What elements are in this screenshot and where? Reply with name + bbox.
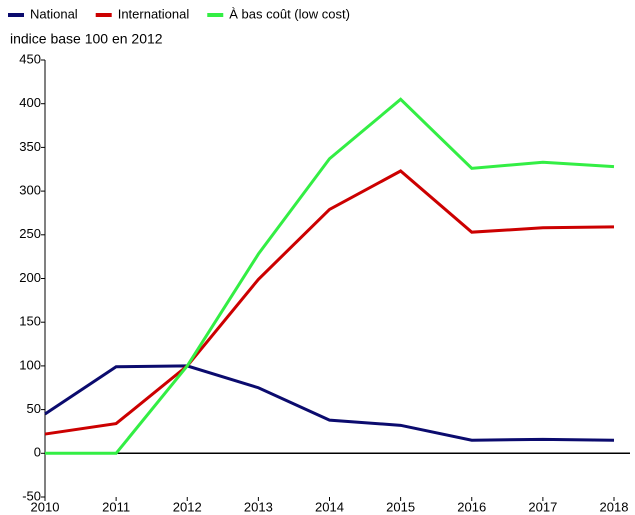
x-tick-label: 2016 — [457, 499, 486, 514]
legend-label: À bas coût (low cost) — [229, 6, 350, 21]
x-tick-label: 2010 — [31, 499, 60, 514]
y-tick-label: 50 — [27, 401, 41, 416]
x-tick-label: 2012 — [173, 499, 202, 514]
y-tick-label: 150 — [19, 314, 41, 329]
x-tick-label: 2015 — [386, 499, 415, 514]
chart-subtitle: indice base 100 en 2012 — [10, 31, 163, 47]
y-tick-label: 200 — [19, 270, 41, 285]
y-tick-label: 300 — [19, 183, 41, 198]
y-tick-label: 400 — [19, 95, 41, 110]
legend-label: National — [30, 6, 78, 21]
legend-label: International — [118, 6, 190, 21]
y-tick-label: 0 — [34, 445, 41, 460]
y-tick-label: 100 — [19, 357, 41, 372]
data-line — [44, 364, 615, 442]
x-tick-label: 2017 — [528, 499, 557, 514]
y-tick-label: 250 — [19, 226, 41, 241]
y-tick-label: -50 — [22, 488, 41, 503]
x-tick-label: 2018 — [600, 499, 629, 514]
y-tick-label: 350 — [19, 139, 41, 154]
data-line — [44, 169, 615, 436]
x-tick-label: 2014 — [315, 499, 344, 514]
data-line — [45, 97, 615, 455]
x-tick-label: 2013 — [244, 499, 273, 514]
x-tick-label: 2011 — [102, 499, 130, 514]
y-tick-label: 450 — [19, 51, 41, 66]
